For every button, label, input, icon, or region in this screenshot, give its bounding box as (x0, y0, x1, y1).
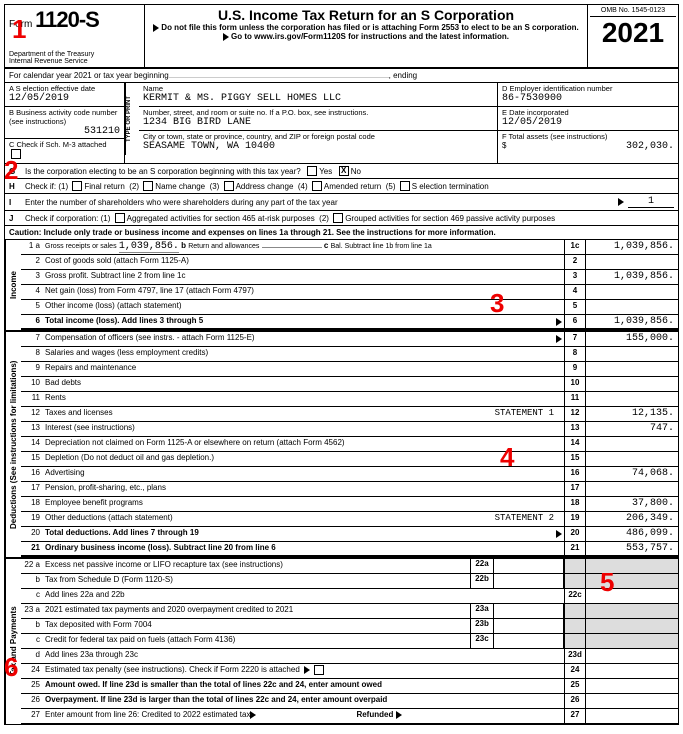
l12-amt: 12,135. (586, 407, 678, 421)
name-label: Name (143, 84, 493, 93)
l12-stmt: STATEMENT 1 (495, 408, 554, 418)
boxB-label: B Business activity code number (see ins… (9, 108, 120, 126)
boxD-value: 86-7530900 (502, 93, 674, 104)
l18-amt: 37,800. (586, 497, 678, 511)
rowH-3[interactable] (224, 181, 234, 191)
name-value: KERMIT & MS. PIGGY SELL HOMES LLC (143, 93, 493, 104)
rowJ-2[interactable] (333, 213, 343, 223)
rowH-5[interactable] (400, 181, 410, 191)
rowG-no[interactable]: X (339, 166, 349, 176)
annot-1: 1 (12, 14, 26, 45)
tax-year: 2021 (590, 17, 676, 49)
city-label: City or town, state or province, country… (143, 132, 493, 141)
calendar-row: For calendar year 2021 or tax year begin… (4, 69, 679, 83)
annot-3: 3 (490, 288, 504, 319)
boxD-label: D Employer identification number (502, 84, 674, 93)
l24-check[interactable] (314, 665, 324, 675)
type-or-print: TYPE OR PRINT (125, 83, 139, 155)
boxC-label: C Check if Sch. M-3 attached (9, 140, 107, 149)
street-label: Number, street, and room or suite no. If… (143, 108, 493, 117)
l1-amt: 1,039,856. (586, 240, 678, 254)
rowI-text: Enter the number of shareholders who wer… (25, 198, 338, 207)
sub1: Do not file this form unless the corpora… (161, 23, 578, 32)
boxA-label: A S election effective date (9, 84, 120, 93)
caution-text: Caution: Include only trade or business … (4, 226, 679, 240)
rowG-yes[interactable] (307, 166, 317, 176)
annot-4: 4 (500, 442, 514, 473)
dept-text: Department of the Treasury Internal Reve… (9, 51, 140, 65)
l19-stmt: STATEMENT 2 (495, 513, 554, 523)
boxF-value: 302,030. (626, 141, 674, 152)
section-deductions: Deductions (See instructions for limitat… (5, 332, 21, 557)
rowH-2[interactable] (143, 181, 153, 191)
rowI-value: 1 (628, 196, 674, 208)
boxE-value: 12/05/2019 (502, 117, 674, 128)
l3-amt: 1,039,856. (586, 270, 678, 284)
l7-amt: 155,000. (586, 332, 678, 346)
rowH-4[interactable] (312, 181, 322, 191)
boxF-label: F Total assets (see instructions) (502, 132, 674, 141)
boxB-value: 531210 (9, 126, 120, 137)
rowG-text: Is the corporation electing to be an S c… (25, 167, 301, 176)
annot-5: 5 (600, 567, 614, 598)
l13-amt: 747. (586, 422, 678, 436)
street-value: 1234 BIG BIRD LANE (143, 117, 493, 128)
section-income: Income (5, 240, 21, 330)
annot-6: 6 (4, 652, 18, 683)
form-title: U.S. Income Tax Return for an S Corporat… (149, 7, 583, 23)
city-value: SEASAME TOWN, WA 10400 (143, 141, 493, 152)
form-number: 1120-S (35, 7, 99, 32)
l16-amt: 74,068. (586, 467, 678, 481)
l21-amt: 553,757. (586, 542, 678, 555)
boxE-label: E Date incorporated (502, 108, 674, 117)
rowJ-1[interactable] (115, 213, 125, 223)
l19-amt: 206,349. (586, 512, 678, 526)
annot-2: 2 (4, 155, 18, 186)
omb-number: OMB No. 1545-0123 (590, 7, 676, 17)
form-header: Form 1120-S Department of the Treasury I… (4, 4, 679, 69)
rowH-1[interactable] (72, 181, 82, 191)
section-tax: Tax and Payments (5, 559, 21, 724)
boxA-value: 12/05/2019 (9, 93, 120, 104)
l20-amt: 486,099. (586, 527, 678, 541)
sub2: Go to www.irs.gov/Form1120S for instruct… (231, 32, 509, 41)
l6-amt: 1,039,856. (586, 315, 678, 328)
